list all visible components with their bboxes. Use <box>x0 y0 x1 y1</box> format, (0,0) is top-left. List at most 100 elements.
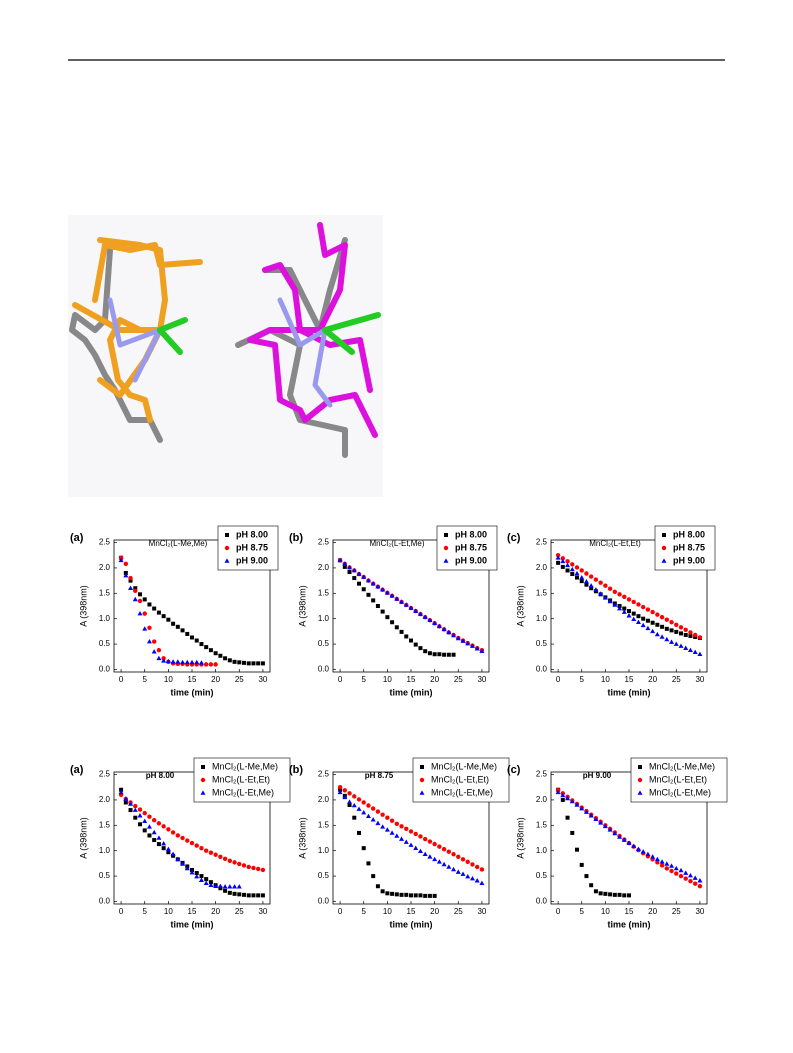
legend-marker <box>444 533 448 537</box>
data-point <box>161 824 166 829</box>
y-tick-label: 1.5 <box>318 588 330 597</box>
data-point <box>380 609 385 614</box>
data-point <box>246 661 251 666</box>
data-point <box>654 856 660 862</box>
legend-marker <box>638 765 642 769</box>
data-point <box>683 632 688 637</box>
data-point <box>622 893 627 898</box>
y-tick-label: 2.0 <box>536 795 548 804</box>
data-point <box>645 618 650 623</box>
data-point <box>156 821 162 826</box>
y-tick-label: 0.5 <box>536 639 548 648</box>
y-tick-label: 1.5 <box>536 588 548 597</box>
data-point <box>612 892 617 897</box>
data-point <box>474 864 480 870</box>
data-point <box>469 876 475 881</box>
data-point <box>223 656 228 661</box>
data-point <box>617 834 623 839</box>
legend-box <box>630 757 728 803</box>
data-point <box>621 837 627 842</box>
data-point <box>659 614 665 620</box>
data-point <box>342 788 348 793</box>
data-point <box>584 571 589 576</box>
data-point <box>208 882 214 888</box>
data-point <box>128 801 134 806</box>
x-tick-label: 5 <box>580 907 585 916</box>
data-point <box>133 803 138 809</box>
data-point <box>635 846 641 851</box>
data-point <box>366 861 371 866</box>
data-point <box>427 839 433 844</box>
data-point <box>422 851 428 857</box>
data-point <box>579 568 584 573</box>
data-point <box>399 892 404 897</box>
y-axis-title: A (398nm) <box>78 585 88 627</box>
data-point <box>128 585 134 591</box>
y-tick-label: 0.0 <box>536 897 548 906</box>
data-point <box>569 798 575 804</box>
data-point <box>583 809 589 814</box>
data-point <box>260 893 265 898</box>
data-point <box>673 865 679 871</box>
legend-marker <box>200 790 206 795</box>
data-point <box>370 581 376 586</box>
data-point <box>683 870 689 875</box>
molecule-figure <box>68 215 383 497</box>
legend-marker <box>224 545 230 551</box>
data-point <box>574 802 580 807</box>
x-axis-title: time (min) <box>607 919 650 929</box>
data-point <box>427 854 433 859</box>
data-point <box>142 818 148 824</box>
data-point <box>394 892 399 897</box>
data-point <box>607 586 613 591</box>
data-point <box>342 561 348 566</box>
legend-label: MnCl₂(L-Et,Et) <box>431 774 489 784</box>
data-point <box>147 814 152 819</box>
data-point <box>598 820 604 825</box>
x-tick-label: 20 <box>648 675 657 684</box>
data-point <box>659 634 665 639</box>
x-tick-label: 0 <box>556 907 561 916</box>
data-point <box>617 592 622 597</box>
data-point <box>352 576 357 581</box>
legend-label: MnCl₂(L-Et,Me) <box>212 787 274 797</box>
data-point <box>560 558 566 564</box>
data-point <box>427 651 432 656</box>
data-point <box>194 843 199 848</box>
data-point <box>692 875 698 880</box>
data-point <box>356 571 362 576</box>
data-point <box>413 845 419 850</box>
data-point <box>190 635 194 640</box>
data-point <box>365 813 371 818</box>
data-point <box>399 824 404 829</box>
data-point <box>142 626 148 631</box>
data-point <box>688 633 693 638</box>
data-point <box>342 564 347 569</box>
data-point <box>385 815 390 820</box>
legend-label: pH 8.75 <box>455 542 487 552</box>
data-point <box>189 840 195 846</box>
chart-title: pH 9.00 <box>583 771 612 780</box>
data-point <box>565 568 570 573</box>
x-tick-label: 10 <box>383 675 392 684</box>
data-point <box>579 579 584 584</box>
data-point <box>697 635 703 640</box>
data-point <box>370 817 376 822</box>
data-point <box>357 581 361 586</box>
data-point <box>555 555 561 560</box>
data-point <box>469 643 475 648</box>
data-point <box>198 660 204 665</box>
x-tick-label: 15 <box>188 675 197 684</box>
data-point <box>650 854 656 859</box>
x-tick-label: 20 <box>430 675 439 684</box>
data-point <box>204 645 209 650</box>
data-point <box>565 559 570 564</box>
data-point <box>455 635 461 641</box>
data-point <box>194 871 199 876</box>
data-point <box>242 892 246 897</box>
data-point <box>631 611 636 616</box>
panel-label: (a) <box>70 532 84 544</box>
data-point <box>255 866 261 872</box>
legend-label: pH 8.00 <box>455 529 487 539</box>
